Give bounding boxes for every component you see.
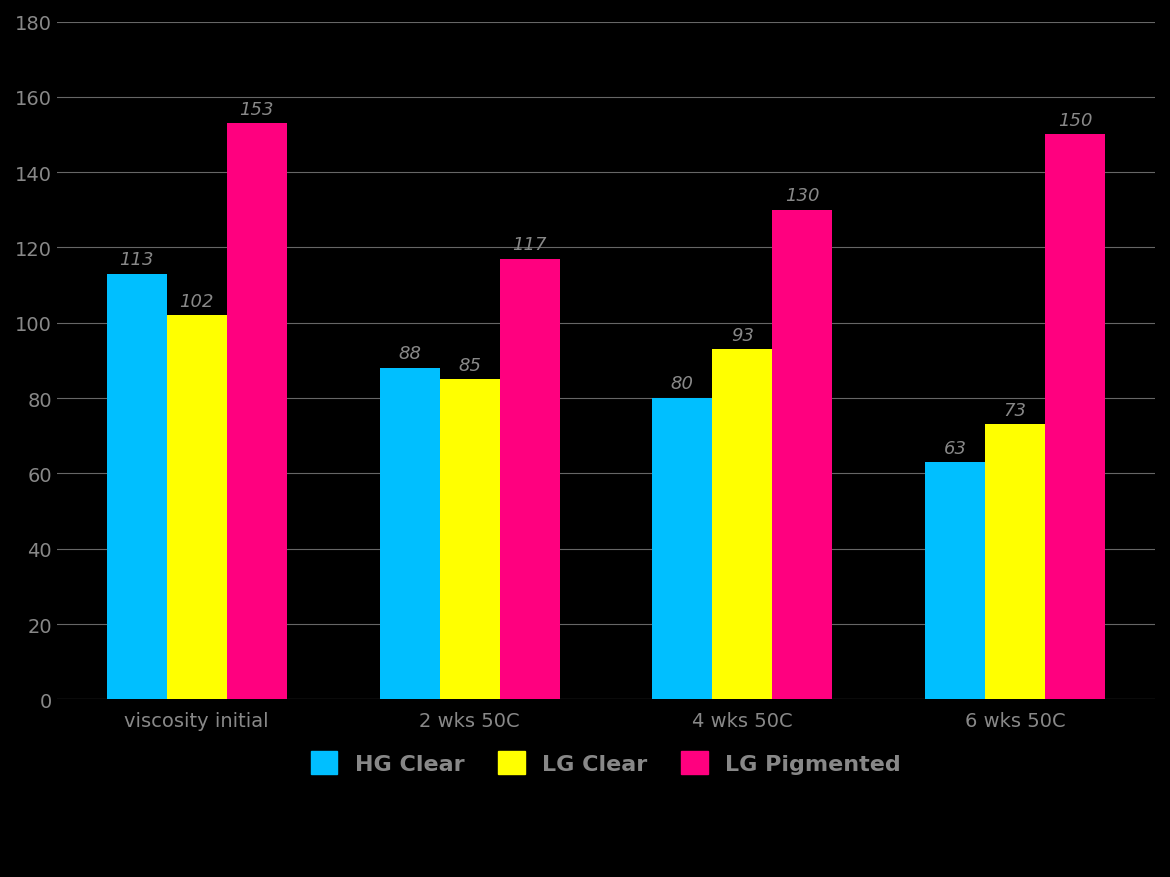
Bar: [985, 425, 1045, 700]
Text: 85: 85: [457, 356, 481, 374]
Text: 73: 73: [1004, 402, 1026, 419]
Text: 153: 153: [240, 101, 274, 118]
Bar: [440, 380, 500, 700]
Bar: [713, 350, 772, 700]
Text: 130: 130: [785, 187, 819, 205]
Bar: [227, 124, 287, 700]
Bar: [500, 260, 559, 700]
Bar: [1045, 135, 1106, 700]
Bar: [106, 275, 167, 700]
Legend: HG Clear, LG Clear, LG Pigmented: HG Clear, LG Clear, LG Pigmented: [302, 743, 910, 783]
Text: 102: 102: [179, 292, 214, 310]
Text: 63: 63: [943, 439, 966, 457]
Bar: [653, 399, 713, 700]
Text: 117: 117: [512, 236, 546, 253]
Bar: [925, 463, 985, 700]
Bar: [772, 210, 832, 700]
Bar: [167, 316, 227, 700]
Text: 88: 88: [398, 345, 421, 363]
Text: 80: 80: [670, 375, 694, 393]
Text: 150: 150: [1058, 111, 1093, 130]
Text: 113: 113: [119, 251, 154, 269]
Text: 93: 93: [731, 326, 753, 344]
Bar: [379, 368, 440, 700]
